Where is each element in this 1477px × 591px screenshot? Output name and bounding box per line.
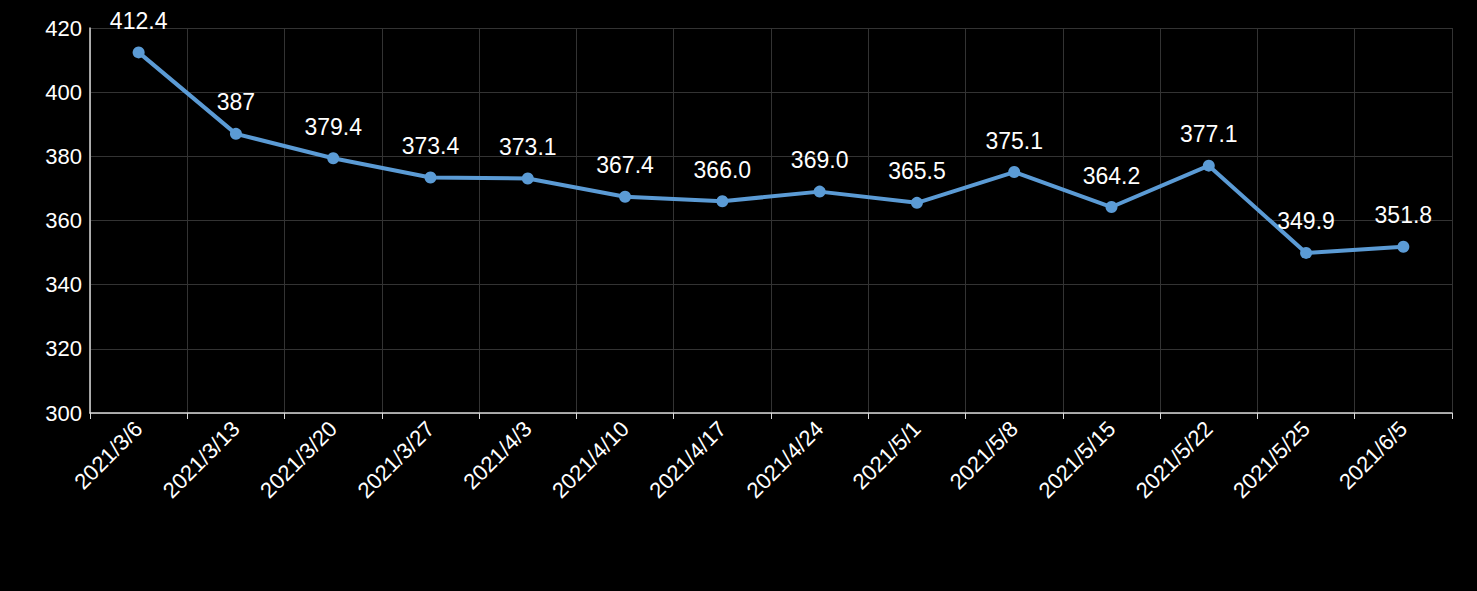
- svg-text:379.4: 379.4: [304, 114, 362, 140]
- svg-text:2021/5/8: 2021/5/8: [945, 416, 1023, 494]
- svg-text:2021/5/1: 2021/5/1: [848, 416, 926, 494]
- svg-text:351.8: 351.8: [1375, 202, 1433, 228]
- svg-text:412.4: 412.4: [110, 8, 168, 34]
- svg-text:2021/3/6: 2021/3/6: [69, 416, 147, 494]
- svg-text:367.4: 367.4: [596, 152, 654, 178]
- svg-text:373.4: 373.4: [402, 133, 460, 159]
- svg-text:365.5: 365.5: [888, 158, 946, 184]
- svg-text:2021/4/10: 2021/4/10: [547, 416, 634, 503]
- svg-text:360: 360: [45, 208, 82, 233]
- svg-text:400: 400: [45, 80, 82, 105]
- svg-text:377.1: 377.1: [1180, 121, 1238, 147]
- svg-text:364.2: 364.2: [1083, 163, 1141, 189]
- svg-text:2021/5/22: 2021/5/22: [1131, 416, 1218, 503]
- svg-text:375.1: 375.1: [985, 128, 1043, 154]
- svg-text:420: 420: [45, 16, 82, 41]
- svg-text:2021/6/5: 2021/6/5: [1334, 416, 1412, 494]
- svg-text:2021/4/24: 2021/4/24: [742, 416, 829, 503]
- svg-text:366.0: 366.0: [694, 157, 752, 183]
- svg-text:373.1: 373.1: [499, 134, 557, 160]
- svg-text:2021/3/13: 2021/3/13: [158, 416, 245, 503]
- svg-text:320: 320: [45, 336, 82, 361]
- svg-text:387: 387: [217, 89, 255, 115]
- svg-text:2021/3/27: 2021/3/27: [352, 416, 439, 503]
- svg-text:2021/5/15: 2021/5/15: [1033, 416, 1120, 503]
- svg-text:2021/5/25: 2021/5/25: [1228, 416, 1315, 503]
- svg-text:380: 380: [45, 144, 82, 169]
- svg-text:340: 340: [45, 272, 82, 297]
- svg-text:369.0: 369.0: [791, 147, 849, 173]
- svg-text:349.9: 349.9: [1277, 208, 1335, 234]
- svg-text:2021/4/17: 2021/4/17: [644, 416, 731, 503]
- svg-text:2021/4/3: 2021/4/3: [458, 416, 536, 494]
- svg-text:300: 300: [45, 401, 82, 426]
- svg-text:2021/3/20: 2021/3/20: [255, 416, 342, 503]
